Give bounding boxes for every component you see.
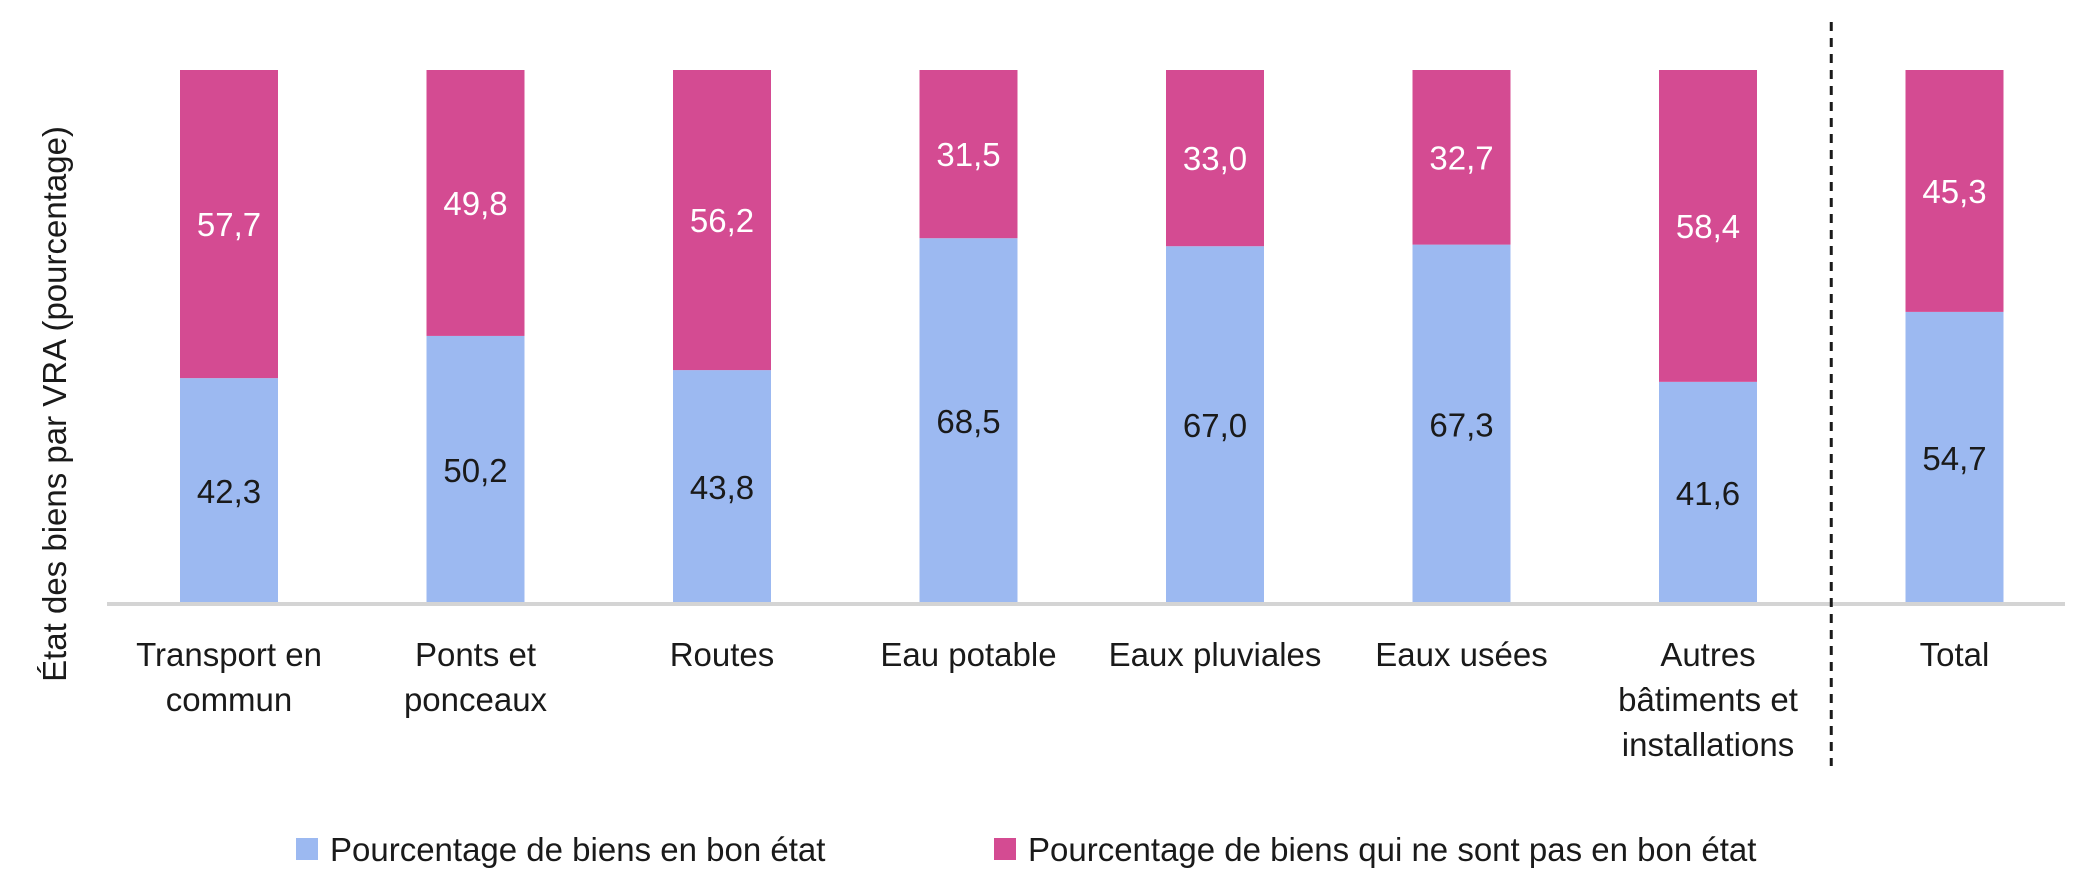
bar-segment-not-good-5 xyxy=(1412,70,1511,245)
bar-segment-not-good-7 xyxy=(1905,70,2004,312)
category-label-3-line-0: Eau potable xyxy=(880,636,1056,673)
data-label-not-good-4: 33,0 xyxy=(1183,140,1247,177)
y-axis-label: État des biens par VRA (pourcentage) xyxy=(36,126,73,682)
category-labels-layer: Transport en commun Ponts et ponceaux Routes… xyxy=(136,636,1989,763)
category-label-4-line-0: Eaux pluviales xyxy=(1109,636,1322,673)
legend-swatch-1 xyxy=(994,838,1016,860)
bar-segment-not-good-3 xyxy=(919,70,1018,239)
bar-segment-good-6 xyxy=(1659,381,1757,604)
bar-segment-good-0 xyxy=(180,378,278,604)
category-label-5-line-0: Eaux usées xyxy=(1375,636,1547,673)
category-label-0-line-1: commun xyxy=(166,681,293,718)
data-label-not-good-3: 31,5 xyxy=(936,136,1000,173)
legend-swatch-0 xyxy=(296,838,318,860)
data-label-not-good-1: 49,8 xyxy=(443,185,507,222)
category-label-6-line-2: installations xyxy=(1622,726,1794,763)
bar-segment-not-good-0 xyxy=(180,70,278,379)
data-label-good-0: 42,3 xyxy=(197,473,261,510)
bar-segment-not-good-4 xyxy=(1166,70,1264,247)
bar-segment-good-2 xyxy=(673,370,771,604)
value-labels-layer: 42,3 57,7 50,2 49,8 43,8 56,2 68,5 31,5 67,0 33,0… xyxy=(197,136,1987,512)
data-label-good-3: 68,5 xyxy=(936,403,1000,440)
data-label-good-5: 67,3 xyxy=(1429,406,1493,443)
category-label-1-line-1: ponceaux xyxy=(404,681,548,718)
data-label-not-good-2: 56,2 xyxy=(690,202,754,239)
bar-segment-not-good-2 xyxy=(673,70,771,371)
data-label-not-good-5: 32,7 xyxy=(1429,139,1493,176)
category-label-7-line-0: Total xyxy=(1920,636,1990,673)
data-label-not-good-7: 45,3 xyxy=(1922,173,1986,210)
category-label-0-line-0: Transport en xyxy=(136,636,322,673)
data-label-good-4: 67,0 xyxy=(1183,407,1247,444)
bars-layer xyxy=(180,70,2004,605)
data-label-good-2: 43,8 xyxy=(690,469,754,506)
bar-segment-good-5 xyxy=(1412,244,1511,605)
data-label-good-1: 50,2 xyxy=(443,452,507,489)
legend-label-0: Pourcentage de biens en bon état xyxy=(330,831,825,868)
data-label-not-good-6: 58,4 xyxy=(1676,208,1740,245)
category-label-6-line-1: bâtiments et xyxy=(1618,681,1798,718)
category-label-6-line-0: Autres xyxy=(1660,636,1755,673)
bar-segment-good-1 xyxy=(426,335,525,604)
legend: Pourcentage de biens en bon état Pourcent… xyxy=(296,831,1756,868)
data-label-not-good-0: 57,7 xyxy=(197,206,261,243)
bar-segment-not-good-1 xyxy=(426,70,525,336)
category-label-1-line-0: Ponts et xyxy=(415,636,536,673)
data-label-good-7: 54,7 xyxy=(1922,440,1986,477)
bar-segment-good-7 xyxy=(1905,311,2004,604)
legend-label-1: Pourcentage de biens qui ne sont pas en … xyxy=(1028,831,1756,868)
data-label-good-6: 41,6 xyxy=(1676,475,1740,512)
bar-segment-good-3 xyxy=(919,238,1018,604)
bar-segment-not-good-6 xyxy=(1659,70,1757,382)
category-label-2-line-0: Routes xyxy=(670,636,775,673)
bar-segment-good-4 xyxy=(1166,246,1264,604)
